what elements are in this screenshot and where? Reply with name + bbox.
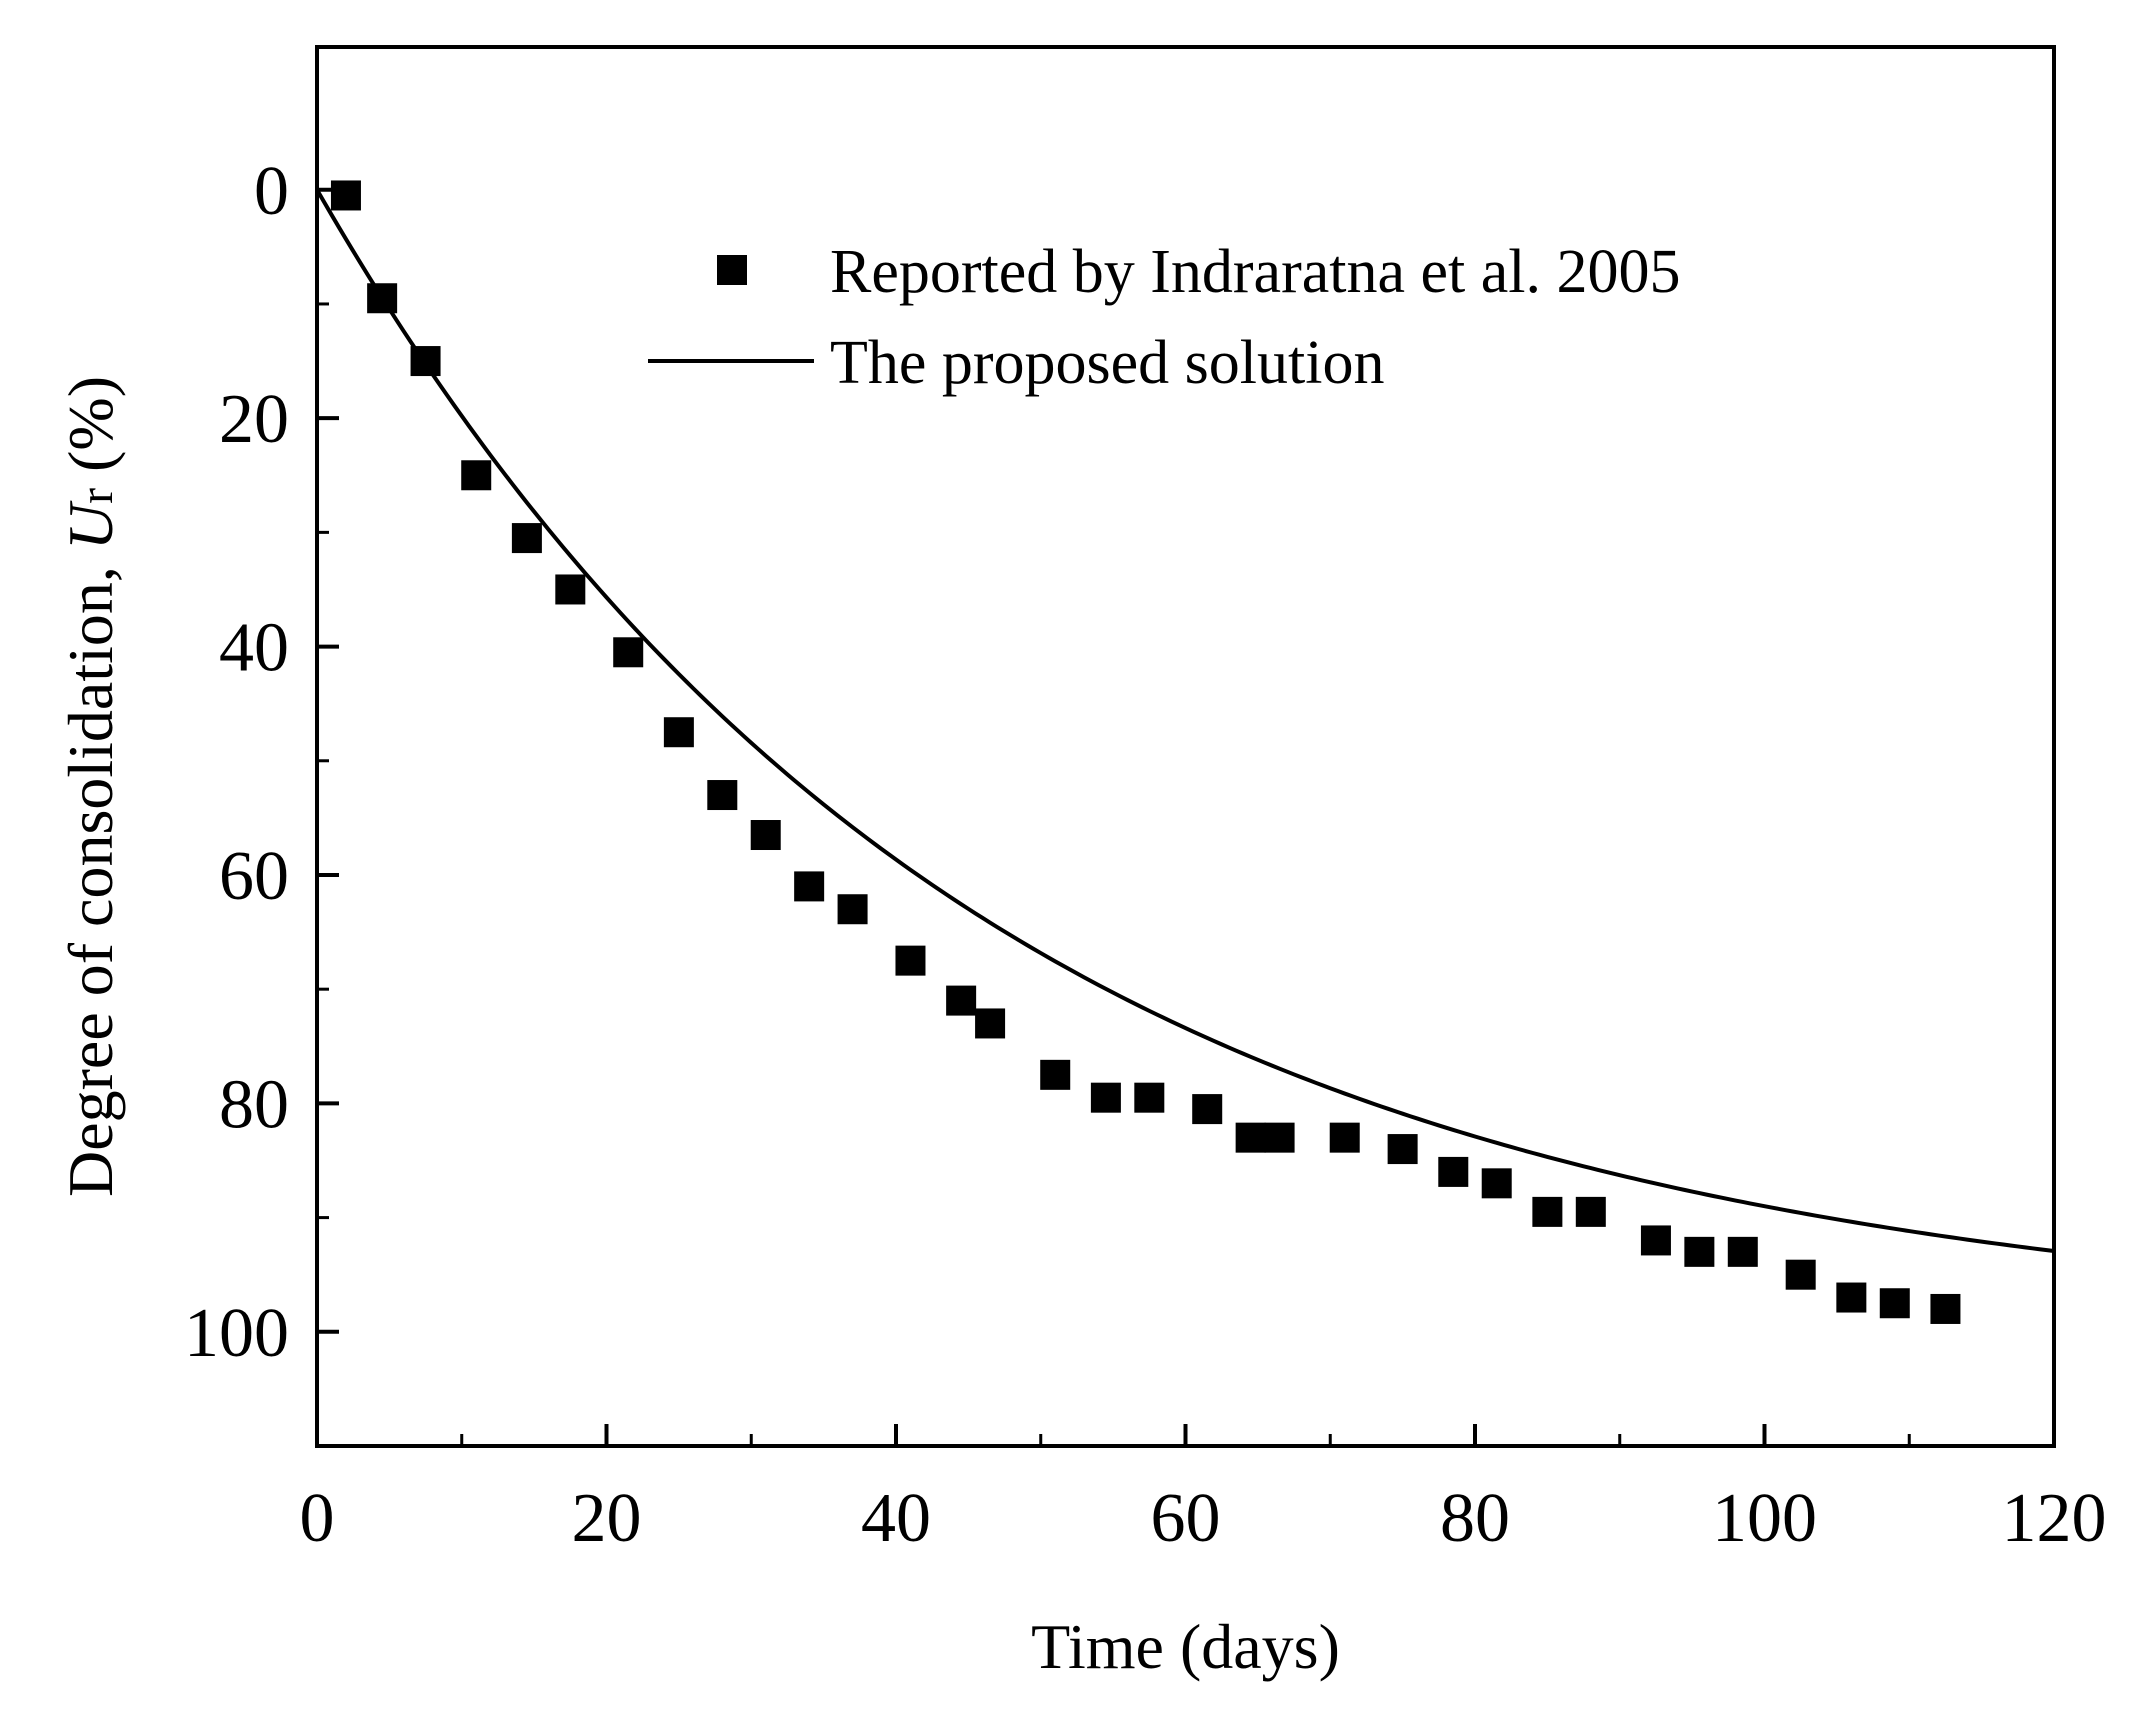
data-point-reported (1930, 1293, 1961, 1324)
data-point-reported (1879, 1288, 1910, 1319)
data-point-reported (1836, 1282, 1867, 1313)
data-point-reported (1090, 1082, 1121, 1113)
data-point-reported (555, 574, 586, 605)
legend-marker-square (717, 255, 747, 285)
y-axis-title-prefix: Degree of consolidation, (55, 550, 126, 1197)
data-point-reported (895, 945, 926, 976)
data-point-reported (975, 1008, 1006, 1039)
data-point-reported (1481, 1168, 1512, 1199)
x-tick-label: 100 (1712, 1480, 1817, 1557)
data-point-reported (1192, 1094, 1223, 1125)
data-point-reported (1329, 1122, 1360, 1153)
data-point-reported (750, 820, 781, 851)
data-point-reported (1387, 1134, 1418, 1165)
data-point-reported (613, 637, 644, 668)
x-tick-label: 80 (1440, 1480, 1510, 1557)
series-line-proposed-solution (315, 188, 2055, 1254)
data-point-reported (461, 460, 492, 491)
data-point-reported (1575, 1196, 1606, 1227)
data-point-reported (1640, 1225, 1671, 1256)
legend-label-proposed: The proposed solution (830, 329, 1385, 397)
x-tick-label: 20 (572, 1480, 642, 1557)
data-point-reported (1134, 1082, 1165, 1113)
data-point-reported (707, 780, 738, 811)
data-point-reported (837, 894, 868, 925)
data-point-reported (1235, 1122, 1266, 1153)
y-axis-title-subscript: r (70, 488, 123, 504)
y-axis-title-symbol: U (55, 500, 126, 550)
y-tick-label: 40 (219, 610, 289, 687)
marker-layer (330, 180, 1961, 1324)
x-tick-label: 60 (1151, 1480, 1221, 1557)
x-axis-title: Time (days) (1031, 1611, 1340, 1682)
data-point-reported (367, 283, 398, 314)
x-tick-label: 0 (300, 1480, 335, 1557)
data-point-reported (330, 180, 361, 211)
data-point-reported (511, 523, 542, 554)
plot-frame (315, 45, 2056, 1448)
data-point-reported (1040, 1059, 1071, 1090)
tick-labels: 0 20 40 60 80 100 120 0 20 40 60 80 100 (184, 153, 2107, 1557)
legend-label-reported: Reported by Indraratna et al. 2005 (830, 238, 1680, 306)
data-point-reported (663, 717, 694, 748)
y-axis-title: Degree of consolidation, Ur (%) (55, 376, 126, 1197)
data-point-reported (410, 346, 441, 377)
legend: Reported by Indraratna et al. 2005 The p… (648, 238, 1680, 397)
x-tick-label: 40 (861, 1480, 931, 1557)
data-point-reported (1684, 1236, 1715, 1267)
y-tick-label: 60 (219, 838, 289, 915)
data-point-reported (1438, 1156, 1469, 1187)
data-point-reported (1785, 1259, 1816, 1290)
y-tick-label: 20 (219, 381, 289, 458)
data-point-reported (1264, 1122, 1295, 1153)
data-point-reported (946, 985, 977, 1016)
curve-layer (315, 188, 2055, 1254)
x-tick-label: 120 (2002, 1480, 2107, 1557)
data-point-reported (1727, 1236, 1758, 1267)
data-point-reported (794, 871, 825, 902)
y-axis-title-suffix: (%) (55, 376, 126, 488)
data-point-reported (1532, 1196, 1563, 1227)
y-tick-label: 80 (219, 1066, 289, 1143)
y-tick-label: 100 (184, 1295, 289, 1372)
y-tick-label: 0 (254, 153, 289, 230)
